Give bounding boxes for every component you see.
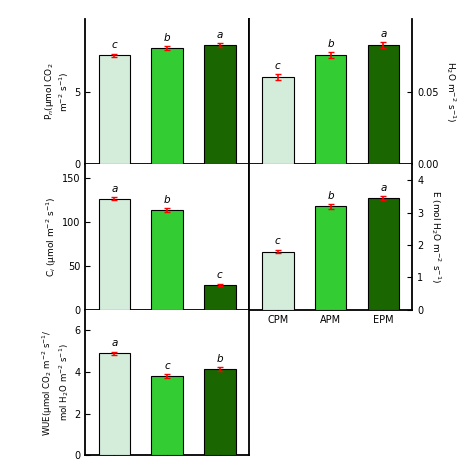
Text: c: c (217, 271, 223, 281)
Bar (367, 198, 399, 310)
Text: c: c (275, 61, 281, 71)
Bar (262, 77, 294, 164)
Text: a: a (111, 184, 118, 194)
Bar (99, 55, 130, 164)
Text: a: a (217, 30, 223, 40)
Text: b: b (217, 354, 223, 364)
Bar (367, 45, 399, 164)
Bar (99, 353, 130, 455)
Y-axis label: C$_i$ (μmol m$^{-2}$ s$^{-1}$): C$_i$ (μmol m$^{-2}$ s$^{-1}$) (45, 197, 59, 277)
Text: b: b (164, 33, 170, 43)
Text: a: a (380, 183, 387, 193)
Bar (99, 199, 130, 310)
Bar (204, 369, 236, 455)
Y-axis label: E (mol H$_2$O m$^{-2}$ s$^{-1}$): E (mol H$_2$O m$^{-2}$ s$^{-1}$) (429, 191, 443, 283)
Text: b: b (328, 191, 334, 201)
Bar (151, 48, 183, 164)
Text: c: c (275, 237, 281, 246)
Y-axis label: WUE(μmol CO$_2$ m$^{-2}$ s$^{-1}$/
mol H$_2$O m$^{-2}$ s$^{-1}$): WUE(μmol CO$_2$ m$^{-2}$ s$^{-1}$/ mol H… (41, 329, 72, 436)
Bar (315, 206, 346, 310)
Bar (204, 285, 236, 310)
Y-axis label: P$_n$(μmol CO$_2$
m$^{-2}$ s$^{-1}$): P$_n$(μmol CO$_2$ m$^{-2}$ s$^{-1}$) (43, 63, 72, 120)
Bar (204, 45, 236, 164)
Text: c: c (164, 361, 170, 371)
Text: b: b (328, 39, 334, 49)
Text: c: c (111, 40, 117, 50)
Text: a: a (111, 338, 118, 348)
Text: b: b (164, 195, 170, 205)
Bar (151, 210, 183, 310)
Bar (315, 55, 346, 164)
Bar (262, 252, 294, 310)
Text: a: a (380, 29, 387, 39)
Bar (151, 376, 183, 455)
Y-axis label: H$_2$O m$^{-2}$ s$^{-1}$): H$_2$O m$^{-2}$ s$^{-1}$) (444, 61, 458, 122)
